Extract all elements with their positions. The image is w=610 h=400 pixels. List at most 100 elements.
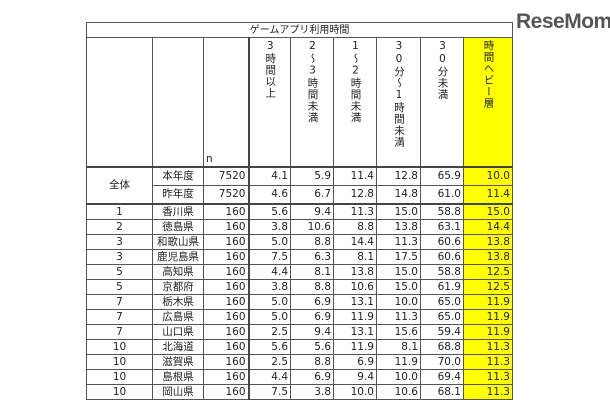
value-cell: 13.8 [333, 264, 377, 280]
table-row: 5 京都府 160 3.8 8.8 10.6 15.0 61.9 12.5 [86, 279, 513, 295]
n-value: 7520 [203, 185, 250, 205]
n-value: 7520 [203, 166, 250, 186]
value-cell: 15.0 [376, 264, 421, 280]
value-cell: 13.8 [376, 219, 421, 235]
value-cell: 10.6 [290, 219, 334, 235]
n-value: 160 [203, 203, 250, 220]
value-cell: 3.8 [248, 279, 291, 295]
value-cell: 11.9 [463, 324, 513, 340]
value-cell: 68.1 [420, 384, 464, 400]
value-cell: 4.4 [248, 264, 291, 280]
value-cell: 14.4 [333, 234, 377, 250]
value-cell: 6.9 [290, 369, 334, 385]
table-row: 3 鹿児島県 160 7.5 6.3 8.1 17.5 60.6 13.8 [86, 249, 513, 265]
value-cell: 14.4 [463, 219, 513, 235]
value-cell: 11.3 [463, 369, 513, 385]
value-cell: 60.6 [420, 234, 464, 250]
value-cell: 5.0 [248, 234, 291, 250]
value-cell: 15.0 [463, 203, 513, 220]
n-value: 160 [203, 384, 250, 400]
column-header: 3時間以上 [248, 37, 291, 168]
value-cell: 12.8 [333, 185, 377, 205]
table-row: 10 島根県 160 4.4 6.9 9.4 10.0 69.4 11.3 [86, 369, 513, 385]
value-cell: 10.0 [376, 294, 421, 310]
prefecture: 島根県 [152, 369, 204, 385]
header-n: n [203, 37, 250, 168]
prefecture: 和歌山県 [152, 234, 204, 250]
value-cell: 10.6 [376, 384, 421, 400]
prefecture: 徳島県 [152, 219, 204, 235]
value-cell: 5.9 [290, 166, 334, 186]
column-header-label: 3時間以上 [264, 40, 277, 99]
value-cell: 2.5 [248, 324, 291, 340]
value-cell: 11.3 [333, 203, 377, 220]
value-cell: 70.0 [420, 354, 464, 370]
value-cell: 12.8 [376, 166, 421, 186]
value-cell: 9.4 [333, 369, 377, 385]
prefecture: 北海道 [152, 339, 204, 355]
value-cell: 58.8 [420, 203, 464, 220]
rank: 10 [86, 384, 153, 400]
value-cell: 61.0 [420, 185, 464, 205]
column-header-label: 30分未満 [436, 40, 449, 101]
n-value: 160 [203, 324, 250, 340]
value-cell: 17.5 [376, 249, 421, 265]
column-header: 30分〜1時間未満 [376, 37, 421, 168]
column-header: 30分未満 [420, 37, 464, 168]
value-cell: 9.4 [290, 324, 334, 340]
value-cell: 4.1 [248, 166, 291, 186]
rank: 10 [86, 369, 153, 385]
value-cell: 11.9 [463, 309, 513, 325]
value-cell: 2.5 [248, 354, 291, 370]
column-header-label: 1〜2時間未満 [349, 40, 362, 124]
value-cell: 10.0 [463, 166, 513, 186]
value-cell: 3.8 [290, 384, 334, 400]
column-header: 時間ヘビー層 [463, 37, 513, 168]
column-header-label: 時間ヘビー層 [482, 40, 495, 109]
value-cell: 12.5 [463, 279, 513, 295]
rank: 5 [86, 279, 153, 295]
header-prefecture [152, 37, 204, 168]
n-value: 160 [203, 294, 250, 310]
table-title: ゲームアプリ利用時間 [86, 22, 513, 38]
value-cell: 11.3 [376, 234, 421, 250]
value-cell: 65.9 [420, 166, 464, 186]
value-cell: 13.8 [463, 234, 513, 250]
value-cell: 11.9 [376, 354, 421, 370]
value-cell: 8.8 [290, 279, 334, 295]
value-cell: 5.6 [248, 339, 291, 355]
value-cell: 8.8 [290, 234, 334, 250]
table-row: 3 和歌山県 160 5.0 8.8 14.4 11.3 60.6 13.8 [86, 234, 513, 250]
overall-label: 全体 [86, 166, 153, 205]
value-cell: 58.8 [420, 264, 464, 280]
value-cell: 8.8 [290, 354, 334, 370]
column-header-label: 2〜3時間未満 [306, 40, 319, 124]
value-cell: 5.6 [290, 339, 334, 355]
value-cell: 15.0 [376, 203, 421, 220]
value-cell: 10.0 [333, 384, 377, 400]
n-value: 160 [203, 309, 250, 325]
prefecture: 栃木県 [152, 294, 204, 310]
value-cell: 60.6 [420, 249, 464, 265]
value-cell: 15.6 [376, 324, 421, 340]
value-cell: 63.1 [420, 219, 464, 235]
value-cell: 11.4 [333, 166, 377, 186]
prefecture: 香川県 [152, 203, 204, 220]
n-value: 160 [203, 279, 250, 295]
rank: 10 [86, 339, 153, 355]
rank: 7 [86, 324, 153, 340]
value-cell: 12.5 [463, 264, 513, 280]
game-app-usage-table: ゲームアプリ利用時間 n 3時間以上 2〜3時間未満 1〜2時間未満 30分〜1時間未… [86, 22, 513, 400]
rank: 2 [86, 219, 153, 235]
value-cell: 6.9 [333, 354, 377, 370]
n-value: 160 [203, 339, 250, 355]
table-row: 10 岡山県 160 7.5 3.8 10.0 10.6 68.1 11.3 [86, 384, 513, 400]
n-value: 160 [203, 249, 250, 265]
value-cell: 4.4 [248, 369, 291, 385]
value-cell: 65.0 [420, 309, 464, 325]
value-cell: 8.1 [290, 264, 334, 280]
value-cell: 5.0 [248, 294, 291, 310]
table-row: 2 徳島県 160 3.8 10.6 8.8 13.8 63.1 14.4 [86, 219, 513, 235]
rank: 1 [86, 203, 153, 220]
table-row-overall: 全体 本年度 7520 4.1 5.9 11.4 12.8 65.9 10.0 [86, 166, 513, 205]
